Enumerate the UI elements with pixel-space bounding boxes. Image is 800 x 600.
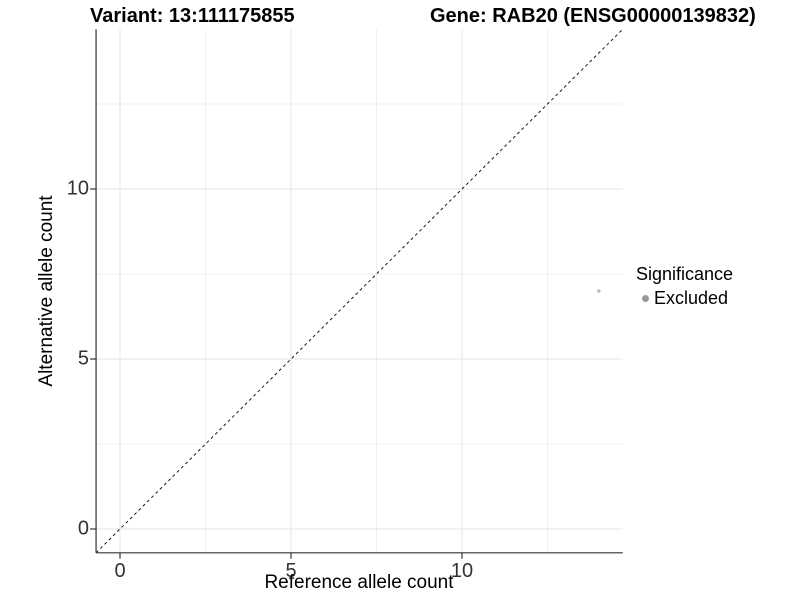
variant-title: Variant: 13:111175855 xyxy=(90,5,295,27)
legend-item-label: Excluded xyxy=(654,288,729,308)
x-tick-label: 5 xyxy=(285,559,297,582)
x-axis-title: Reference allele count xyxy=(264,572,454,593)
x-tick-label: 0 xyxy=(114,559,126,582)
y-tick-label: 5 xyxy=(77,347,89,370)
legend: Significance Excluded xyxy=(636,264,733,309)
y-tick-label: 0 xyxy=(77,517,89,540)
y-tick-label: 10 xyxy=(66,177,89,200)
legend-item-excluded: Excluded xyxy=(636,288,733,309)
x-tick-label: 10 xyxy=(450,559,474,582)
gene-title: Gene: RAB20 (ENSG00000139832) xyxy=(430,5,756,27)
legend-key-dot-icon xyxy=(642,295,649,302)
identity-reference-line xyxy=(95,28,624,554)
y-axis-title: Alternative allele count xyxy=(36,195,57,387)
legend-title: Significance xyxy=(636,264,734,284)
data-point xyxy=(597,289,601,293)
